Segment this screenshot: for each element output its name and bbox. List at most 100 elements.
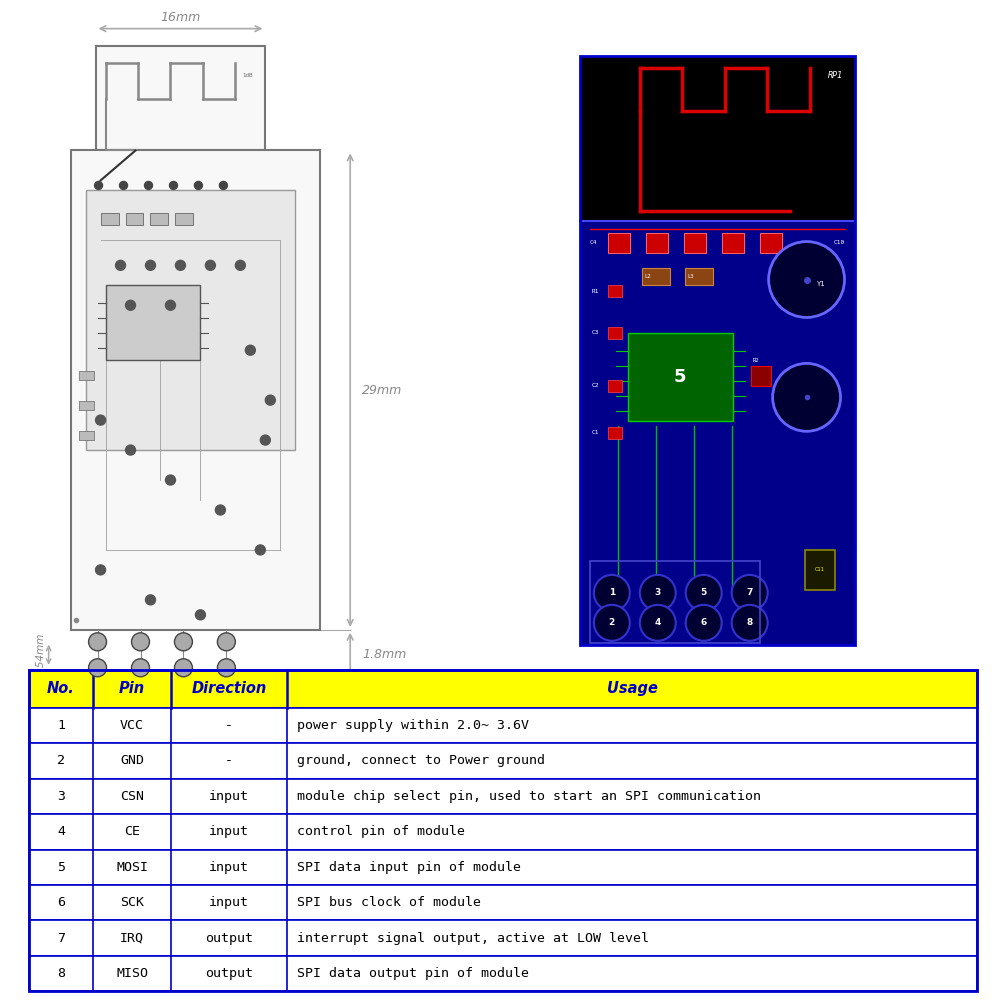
Polygon shape [71,150,320,630]
Text: IRQ: IRQ [120,932,144,945]
Text: -: - [225,719,233,732]
Circle shape [686,575,722,611]
Circle shape [686,605,722,641]
Circle shape [145,260,155,270]
Text: 2.54mm: 2.54mm [97,710,141,720]
Text: 8: 8 [57,967,65,980]
Text: MOSI: MOSI [116,861,148,874]
Text: input: input [209,861,249,874]
Text: input: input [209,896,249,909]
Circle shape [235,260,245,270]
Circle shape [95,181,103,189]
Text: C3: C3 [592,330,599,335]
Bar [642,268,670,285]
Text: input: input [209,790,249,803]
Bar [29,708,977,743]
Circle shape [175,260,185,270]
Bar [79,371,94,380]
Circle shape [89,659,107,677]
Text: 4: 4 [57,825,65,838]
Bar [150,213,168,225]
Circle shape [260,435,270,445]
Text: 5.5mm: 5.5mm [141,744,183,757]
Circle shape [732,575,768,611]
Text: control pin of module: control pin of module [297,825,465,838]
Bar [580,221,855,645]
Text: module chip select pin, used to start an SPI communication: module chip select pin, used to start an… [297,790,761,803]
Text: 3: 3 [655,588,661,597]
Bar [684,233,706,253]
Bar [580,56,855,645]
Circle shape [126,445,136,455]
Circle shape [640,605,676,641]
Circle shape [89,633,107,651]
Text: SPI bus clock of module: SPI bus clock of module [297,896,481,909]
Circle shape [145,595,155,605]
Circle shape [195,610,205,620]
Circle shape [96,415,106,425]
Text: 16mm: 16mm [160,11,201,24]
Circle shape [217,659,235,677]
Text: SPI data input pin of module: SPI data input pin of module [297,861,521,874]
Circle shape [640,575,676,611]
Bar [101,213,119,225]
Text: GND: GND [120,754,144,767]
Bar [29,920,977,956]
Text: C2: C2 [592,383,599,388]
Text: Usage: Usage [607,681,657,696]
Bar [608,285,622,297]
Bar [29,670,977,991]
Text: 5: 5 [674,368,686,386]
Text: power supply within 2.0~ 3.6V: power supply within 2.0~ 3.6V [297,719,529,732]
Text: 4: 4 [655,618,661,627]
Bar [126,213,143,225]
Circle shape [773,363,841,431]
Text: CSN: CSN [120,790,144,803]
Circle shape [126,300,136,310]
Bar [608,380,622,392]
Bar [79,401,94,410]
Text: -: - [225,754,233,767]
Circle shape [594,605,630,641]
Circle shape [132,659,149,677]
Circle shape [255,545,265,555]
Bar [29,779,977,814]
Circle shape [174,633,192,651]
Text: interrupt signal output, active at LOW level: interrupt signal output, active at LOW l… [297,932,649,945]
Bar [29,670,977,708]
Text: C10: C10 [833,240,845,245]
Text: 3: 3 [57,790,65,803]
Bar [29,850,977,885]
Text: 7: 7 [746,588,753,597]
Text: 6: 6 [701,618,707,627]
Text: L2: L2 [645,274,651,279]
Text: ground, connect to Power ground: ground, connect to Power ground [297,754,545,767]
Bar [86,190,295,450]
Text: Direction: Direction [191,681,266,696]
Circle shape [215,505,225,515]
Bar [760,233,782,253]
Circle shape [219,181,227,189]
Bar [608,427,622,439]
Bar [646,233,668,253]
Circle shape [245,345,255,355]
Circle shape [594,575,630,611]
Text: MISO: MISO [116,967,148,980]
Text: Pin: Pin [119,681,145,696]
Text: 2: 2 [57,754,65,767]
Bar [685,268,713,285]
Text: output: output [205,967,253,980]
Circle shape [165,475,175,485]
Text: RP1: RP1 [828,71,843,80]
Text: 1: 1 [57,719,65,732]
Bar [628,333,733,421]
Circle shape [194,181,202,189]
Circle shape [769,242,845,317]
Bar [29,814,977,850]
Bar [722,233,744,253]
Text: input: input [209,825,249,838]
Bar [751,366,771,386]
Circle shape [165,300,175,310]
Bar [805,550,835,590]
Text: 29mm: 29mm [362,384,402,397]
